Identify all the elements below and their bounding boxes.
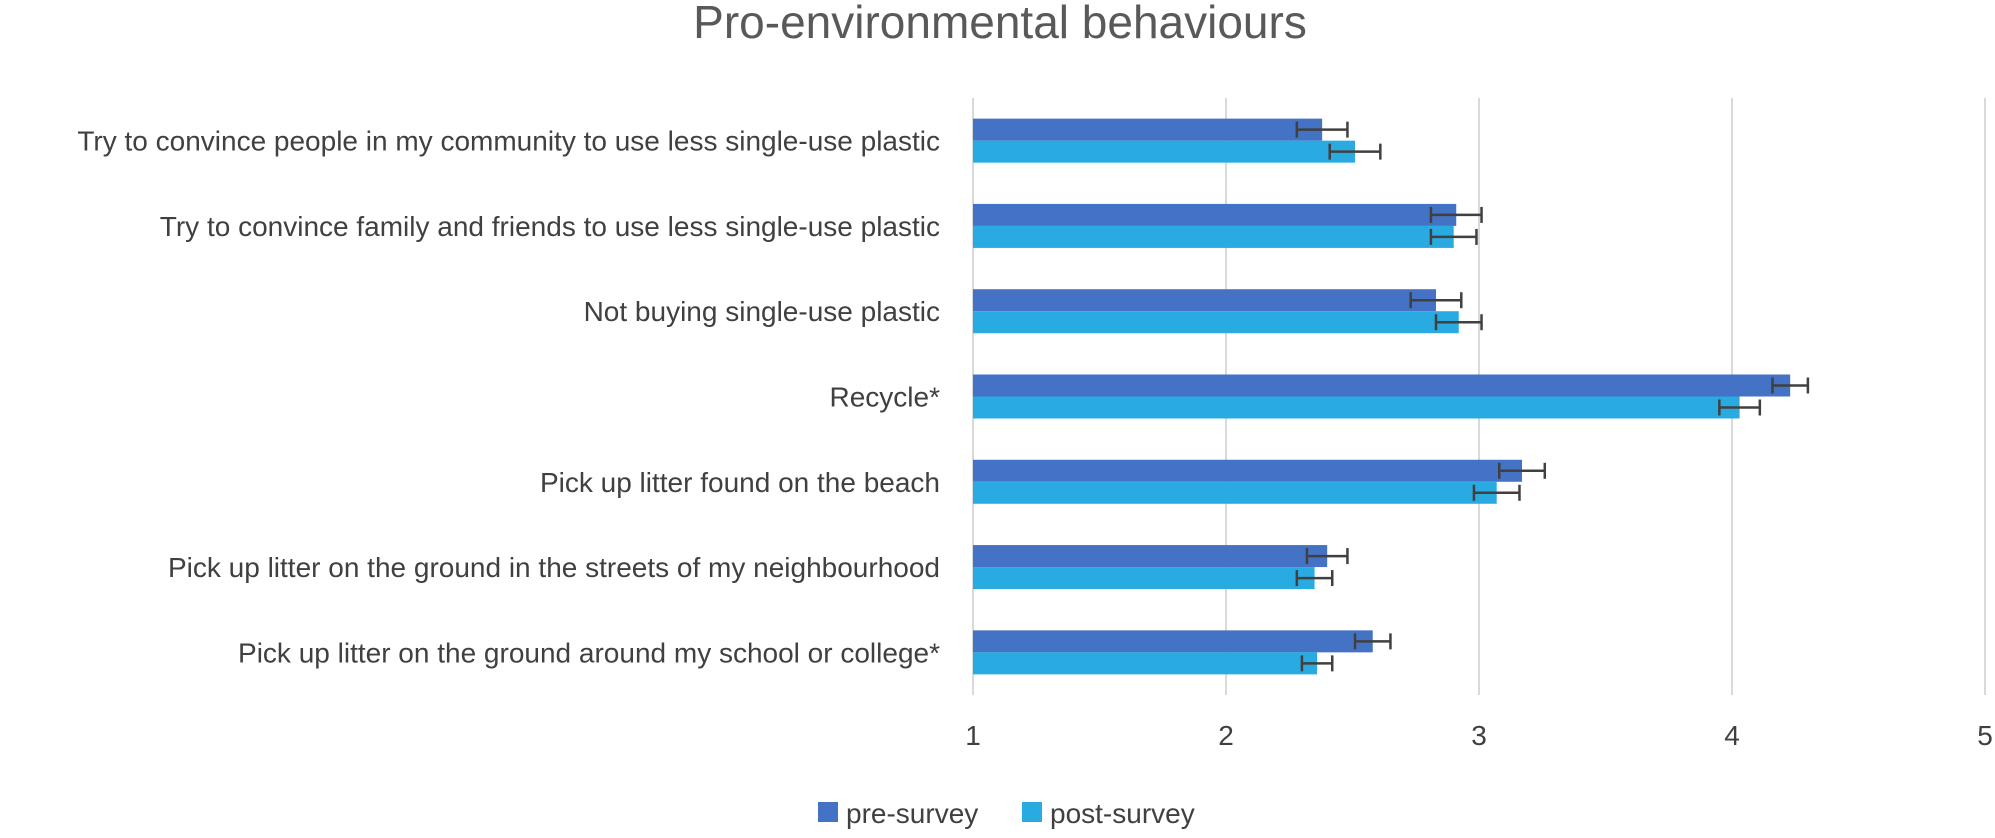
bar-post-survey: [973, 567, 1315, 590]
x-tick-label: 4: [1724, 720, 1740, 751]
category-label: Pick up litter found on the beach: [540, 467, 940, 498]
category-label: Try to convince family and friends to us…: [160, 211, 940, 242]
legend-swatch-pre-survey: [818, 802, 838, 822]
bar-post-survey: [973, 225, 1454, 248]
x-tick-label: 5: [1977, 720, 1993, 751]
error-bar: [1328, 143, 1382, 160]
category-label: Pick up litter on the ground around my s…: [238, 637, 940, 668]
category-label: Recycle*: [830, 382, 941, 413]
error-bar: [1718, 399, 1762, 416]
bar-pre-survey: [973, 374, 1791, 397]
x-tick-label: 1: [965, 720, 981, 751]
error-bar: [1353, 633, 1392, 650]
category-label: Try to convince people in my community t…: [77, 126, 940, 157]
x-tick-labels: 1 2 3 4 5: [965, 720, 1993, 751]
bar-pre-survey: [973, 459, 1523, 482]
category-labels: Try to convince people in my community t…: [77, 126, 940, 669]
error-bar: [1295, 121, 1349, 138]
x-tick-label: 2: [1218, 720, 1234, 751]
bars: [973, 118, 1791, 675]
legend: pre-survey post-survey: [818, 798, 1195, 829]
error-bar: [1409, 292, 1463, 309]
bar-pre-survey: [973, 545, 1328, 568]
error-bar: [1497, 462, 1547, 479]
bar-post-survey: [973, 140, 1356, 163]
bar-post-survey: [973, 396, 1740, 419]
error-bar: [1429, 228, 1478, 245]
error-bar: [1434, 314, 1483, 331]
error-bars: [1295, 121, 1810, 672]
bar-pre-survey: [973, 118, 1323, 141]
chart-title: Pro-environmental behaviours: [693, 0, 1307, 48]
category-label: Pick up litter on the ground in the stre…: [168, 552, 940, 583]
legend-label-pre-survey: pre-survey: [846, 798, 978, 829]
x-tick-label: 3: [1471, 720, 1487, 751]
error-bar: [1771, 377, 1810, 394]
bar-pre-survey: [973, 289, 1436, 312]
bar-post-survey: [973, 481, 1497, 504]
legend-swatch-post-survey: [1022, 802, 1042, 822]
error-bar: [1429, 206, 1483, 223]
legend-label-post-survey: post-survey: [1050, 798, 1195, 829]
error-bar: [1305, 548, 1349, 565]
error-bar: [1300, 655, 1334, 672]
bar-post-survey: [973, 652, 1318, 675]
bar-pre-survey: [973, 203, 1457, 226]
bar-pre-survey: [973, 630, 1373, 653]
bar-post-survey: [973, 311, 1459, 334]
error-bar: [1472, 484, 1521, 501]
category-label: Not buying single-use plastic: [584, 296, 940, 327]
error-bar: [1295, 570, 1334, 587]
